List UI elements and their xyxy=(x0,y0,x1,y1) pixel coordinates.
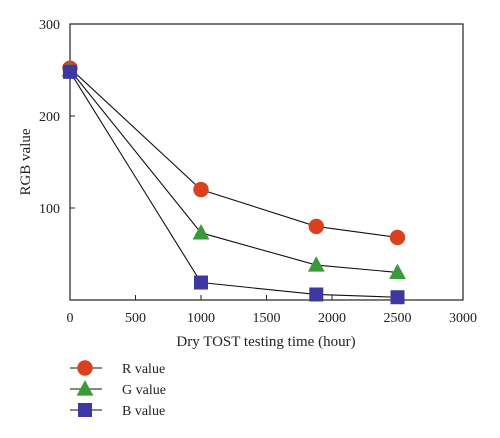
series-r xyxy=(62,60,406,246)
data-point-b xyxy=(63,64,77,79)
x-tick-label: 3000 xyxy=(449,311,477,326)
legend-label: B value xyxy=(122,404,165,419)
y-tick-label: 100 xyxy=(39,202,60,217)
x-tick-label: 2000 xyxy=(318,311,346,326)
data-point-r xyxy=(308,218,324,235)
data-point-r xyxy=(389,229,406,246)
legend-marker-b xyxy=(78,403,92,417)
plot-frame xyxy=(69,23,464,301)
legend-item-r: R value xyxy=(70,360,165,377)
series-line-g xyxy=(69,69,398,273)
data-point-r xyxy=(193,181,209,198)
data-point-g xyxy=(192,224,210,240)
y-tick-label: 300 xyxy=(39,18,60,33)
series-g xyxy=(61,61,406,280)
data-point-b xyxy=(309,287,324,302)
data-point-g xyxy=(307,256,325,272)
data-point-b xyxy=(194,275,208,290)
series-line-b xyxy=(69,71,398,298)
series-layer xyxy=(61,60,406,305)
legend: R value G value B value xyxy=(70,360,166,419)
legend-item-g: G value xyxy=(70,380,166,398)
y-axis-title: RGB value xyxy=(18,128,34,195)
x-tick-label: 0 xyxy=(67,311,74,326)
x-tick-label: 500 xyxy=(125,311,146,326)
y-axis: 100 200 300 xyxy=(39,18,75,217)
x-tick-label: 1500 xyxy=(253,311,281,326)
x-tick-label: 1000 xyxy=(187,311,215,326)
y-tick-label: 200 xyxy=(39,110,60,125)
data-point-g xyxy=(389,263,406,280)
legend-label: R value xyxy=(122,362,165,377)
legend-marker-r xyxy=(77,360,93,376)
x-axis-title: Dry TOST testing time (hour) xyxy=(176,334,355,350)
legend-item-b: B value xyxy=(70,403,165,419)
series-b xyxy=(63,64,405,305)
data-point-b xyxy=(390,290,405,305)
legend-label: G value xyxy=(122,383,166,398)
legend-marker-g xyxy=(76,380,94,396)
x-tick-label: 2500 xyxy=(384,311,412,326)
series-line-r xyxy=(69,67,398,238)
plot-area xyxy=(69,23,464,301)
